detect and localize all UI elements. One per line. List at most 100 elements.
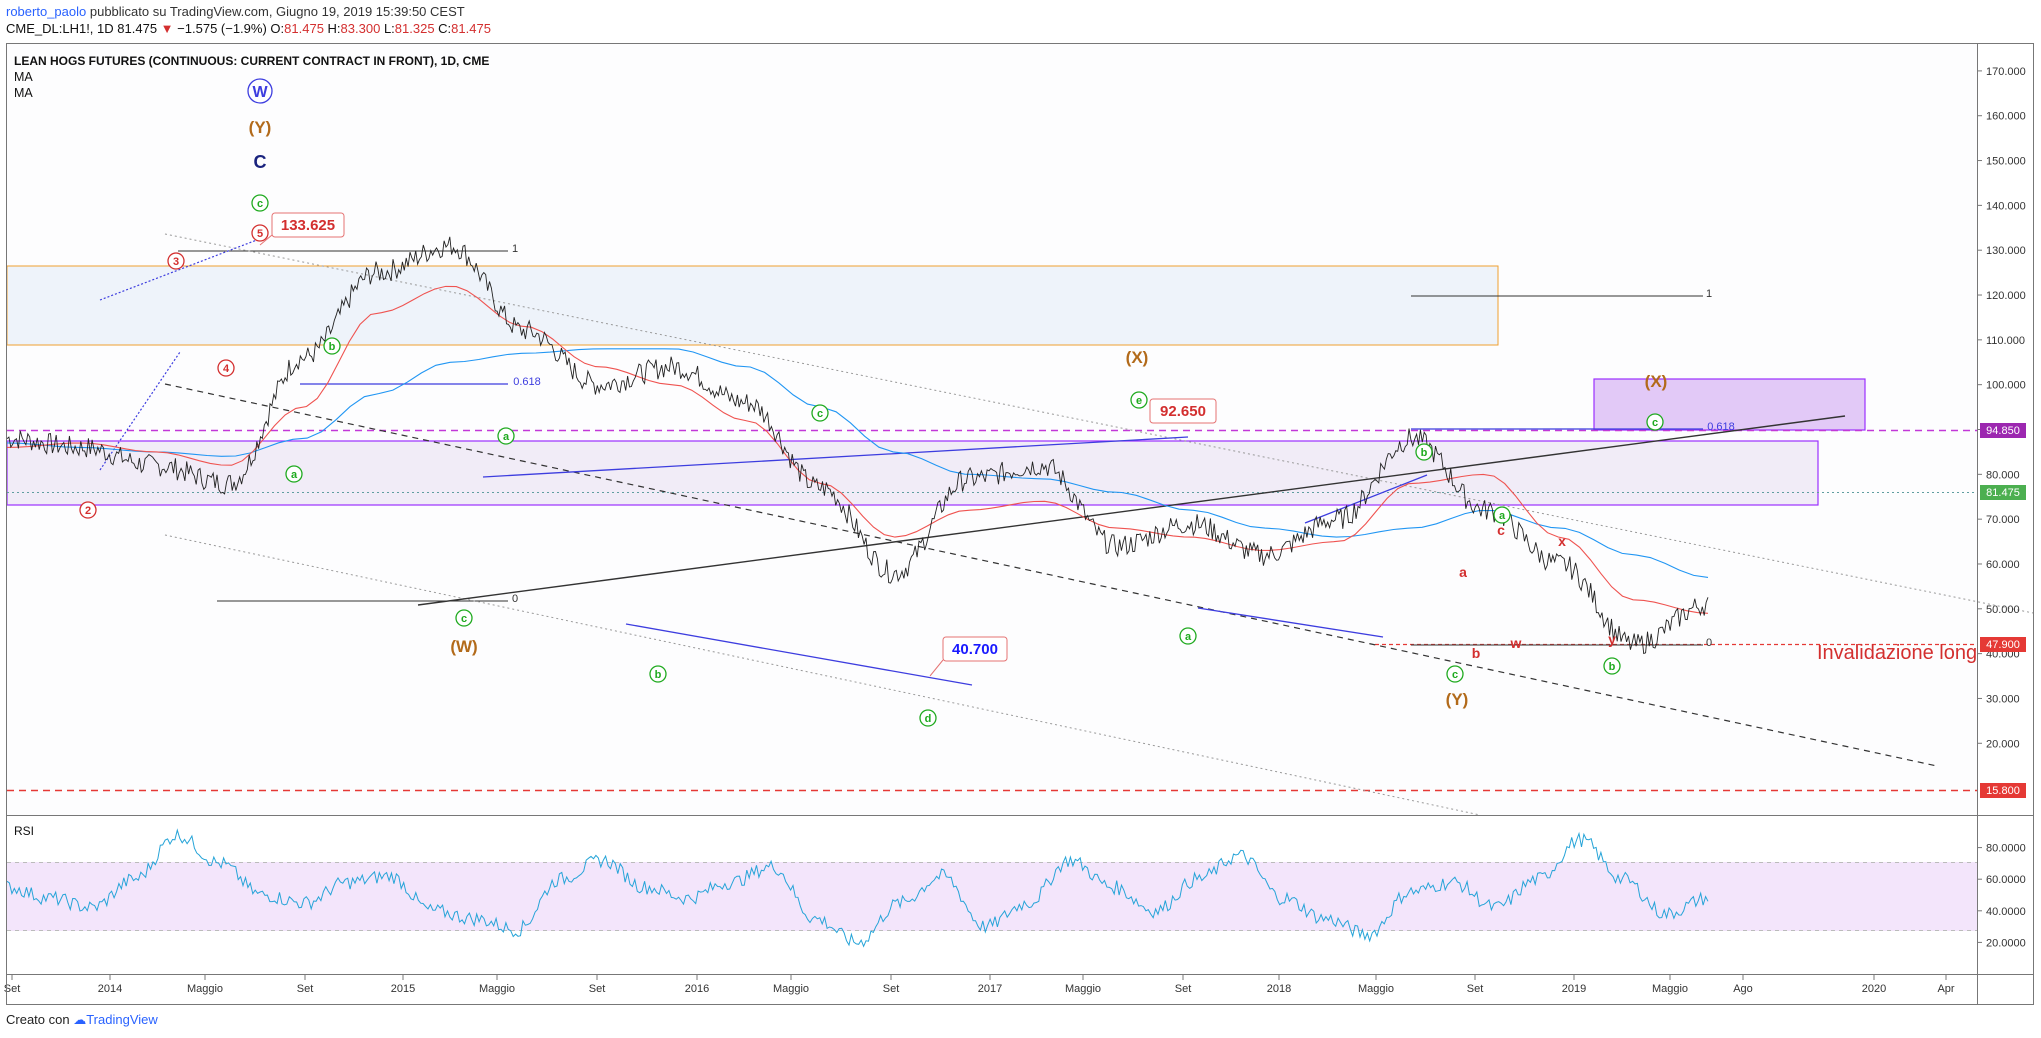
price-tick-label: 70.000: [1986, 514, 2020, 526]
rsi-tick-label: 60.0000: [1986, 874, 2026, 886]
wave-label-text: 0: [1706, 637, 1712, 649]
wave-label-c: c: [1497, 522, 1505, 538]
wave-label-text: c: [257, 198, 263, 210]
wave-label-text: d: [925, 713, 932, 725]
open-value: 81.475: [284, 21, 324, 36]
footer-brand[interactable]: TradingView: [86, 1012, 158, 1027]
price-path: [6, 236, 1709, 655]
wave-label-0: 0: [1706, 637, 1712, 649]
wave-label-c: C: [254, 152, 267, 172]
wave-label-a: a: [285, 465, 303, 483]
wave-label-text: 0.618: [1707, 421, 1735, 433]
wave-label-y: y: [1608, 631, 1616, 647]
rsi-axis[interactable]: 80.0000 60.0000 40.0000 20.0000: [1977, 843, 2026, 950]
diag-lower-2018[interactable]: [1197, 607, 1384, 638]
wave-label-text: (X): [1645, 372, 1668, 391]
author-link[interactable]: roberto_paolo: [6, 4, 87, 19]
wave-label-a: a: [497, 427, 515, 445]
price-tag-text: 94.850: [1986, 425, 2020, 437]
wave-label-text: c: [817, 408, 823, 420]
wave-label-1: 1: [512, 243, 518, 255]
time-tick-label: Maggio: [1652, 983, 1688, 995]
rising-trendline[interactable]: [417, 415, 1846, 606]
wave-label-text: a: [1459, 564, 1467, 580]
legend-ma-1[interactable]: MA: [14, 70, 33, 84]
ma-slow-path: [6, 348, 1709, 578]
price-tag-text: 15.800: [1986, 785, 2020, 797]
time-tick-label: Set: [297, 983, 314, 995]
wave-label-text: b: [329, 341, 336, 353]
wave-label-text: e: [1136, 395, 1142, 407]
wave-label-b: b: [323, 337, 341, 355]
legend-ma-2[interactable]: MA: [14, 86, 33, 100]
rsi-path: [6, 828, 1709, 948]
ma-fast-line[interactable]: [6, 285, 1709, 614]
wave-label-text: b: [1421, 447, 1428, 459]
rsi-tick-label: 20.0000: [1986, 937, 2026, 949]
price-tick-label: 30.000: [1986, 693, 2020, 705]
wave-label-text: a: [291, 469, 298, 481]
rsi-title[interactable]: RSI: [14, 824, 35, 838]
wave-label-text: c: [1452, 669, 1458, 681]
footer: Creato con ☁TradingView: [6, 1012, 158, 1028]
time-tick-label: 2018: [1267, 983, 1291, 995]
price-tick-label: 120.000: [1986, 290, 2026, 302]
wave-label-y: (Y): [249, 118, 272, 137]
wave-label-0618: 0.618: [1707, 421, 1735, 433]
wave-label-text: a: [503, 431, 510, 443]
change: −1.575 (−1.9%): [177, 21, 267, 36]
wave-label-w: (W): [450, 637, 477, 656]
triangle-upper[interactable]: [482, 436, 1189, 478]
rsi-tick-label: 40.0000: [1986, 906, 2026, 918]
wave-label-a: a: [1179, 627, 1197, 645]
symbol: CME_DL:LH1!, 1D: [6, 21, 114, 36]
wave-label-0: 0: [512, 593, 518, 605]
price-tick-label: 130.000: [1986, 245, 2026, 257]
wave-label-2: 2: [79, 501, 97, 519]
footer-prefix: Creato con: [6, 1012, 70, 1027]
diag-upper-2018[interactable]: [1304, 474, 1428, 524]
callout-text: 40.700: [952, 641, 998, 658]
publish-line: roberto_paolo pubblicato su TradingView.…: [6, 4, 465, 19]
chart-frame: [6, 43, 2034, 1005]
wave3-5-line[interactable]: [99, 237, 263, 301]
wave-label-w: w: [1510, 635, 1522, 651]
callout-92650[interactable]: 92.650: [1149, 398, 1217, 424]
close-value: 81.475: [451, 21, 491, 36]
channel-lower[interactable]: [164, 534, 1481, 816]
callout-133625[interactable]: 133.625: [259, 212, 345, 246]
resistance-zone-orange: [6, 265, 1499, 346]
wave-label-text: 5: [257, 228, 263, 240]
dashed-trendline[interactable]: [164, 383, 1938, 767]
wave-label-text: 1: [1706, 288, 1712, 300]
rsi-series[interactable]: [6, 828, 1709, 948]
ma-slow-line[interactable]: [6, 348, 1709, 578]
price-tick-label: 50.000: [1986, 604, 2020, 616]
wave-label-text: c: [1497, 522, 1505, 538]
callout-40700[interactable]: 40.700: [929, 636, 1008, 677]
wave-label-text: (W): [450, 637, 477, 656]
tradingview-logo-icon: ☁: [73, 1012, 87, 1027]
triangle-lower[interactable]: [625, 623, 973, 686]
high-label: H:: [327, 21, 341, 36]
rsi-band: [7, 862, 1977, 931]
wave-label-b: b: [1415, 443, 1433, 461]
price-tick-label: 60.000: [1986, 559, 2020, 571]
wave-label-text: 0: [512, 593, 518, 605]
wave-label-text: b: [1472, 645, 1481, 661]
low-label: L:: [383, 21, 395, 36]
wave-label-b: b: [649, 665, 667, 683]
time-axis[interactable]: Set 2014 Maggio Set 2015 Maggio Set 2016 Maggio S…: [4, 975, 1955, 995]
wave-label-text: a: [1185, 631, 1192, 643]
price-tag-text: 47.900: [1986, 639, 2020, 651]
wave-label-text: W: [252, 84, 268, 101]
wave-label-0618: 0.618: [513, 376, 541, 388]
price-tick-label: 110.000: [1986, 335, 2025, 347]
price-series[interactable]: [6, 236, 1709, 655]
wave-label-text: 2: [85, 505, 91, 517]
price-tick-label: 100.000: [1986, 380, 2026, 392]
wave-label-text: 0.618: [513, 376, 541, 388]
wave-label-a: a: [1459, 564, 1467, 580]
wave-label-text: w: [1510, 635, 1522, 651]
wave-label-d: d: [919, 709, 937, 727]
